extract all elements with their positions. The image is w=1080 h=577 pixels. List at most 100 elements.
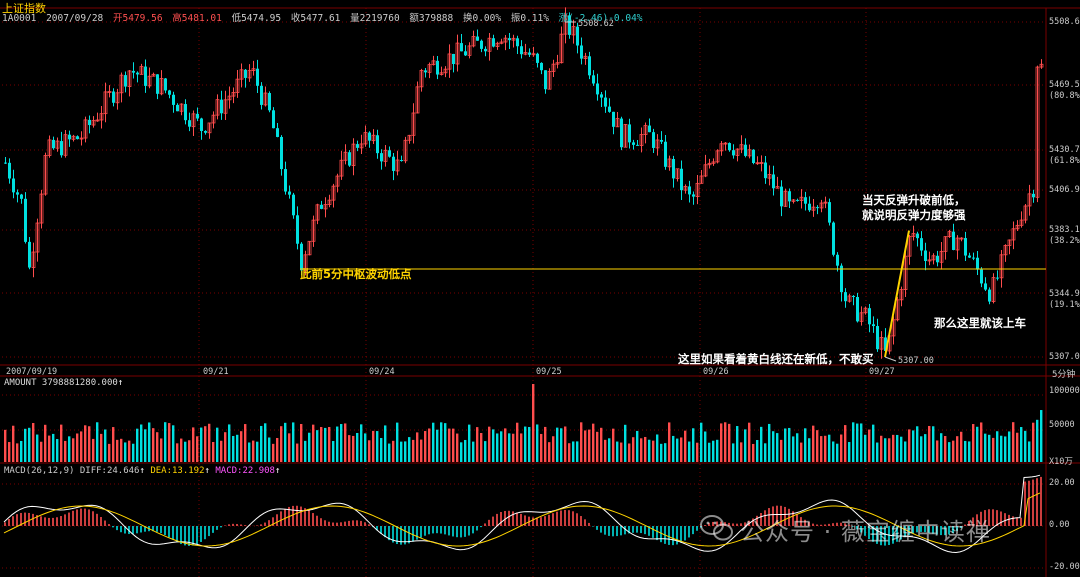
- candle-body: [407, 134, 412, 141]
- amount-bar: [120, 438, 123, 462]
- amount-bar: [1032, 422, 1035, 462]
- amount-bar: [92, 438, 95, 462]
- period-selector[interactable]: 5分钟: [1052, 370, 1076, 380]
- amount-bar: [340, 424, 343, 462]
- amount-bar: [632, 437, 635, 462]
- amount-bar: [28, 427, 31, 462]
- quote-close: 收5477.61: [290, 13, 341, 24]
- amount-bar: [1028, 441, 1031, 462]
- candle-body: [819, 202, 824, 209]
- amount-bar: [492, 429, 495, 462]
- amount-bar: [484, 441, 487, 462]
- amount-bar: [388, 443, 391, 462]
- candle-body: [196, 113, 199, 119]
- candle-body: [35, 222, 40, 253]
- amount-bar: [156, 432, 159, 462]
- candle-body: [55, 140, 60, 149]
- amount-bar: [476, 427, 479, 462]
- candle-body: [847, 295, 852, 302]
- amount-bar: [644, 436, 647, 462]
- amount-bar: [968, 441, 971, 462]
- amount-bar: [332, 441, 335, 462]
- candle-body: [767, 174, 772, 179]
- candle-body: [592, 75, 595, 84]
- candle-body: [911, 233, 916, 237]
- amount-bar: [256, 441, 259, 462]
- amount-bar: [664, 443, 667, 462]
- amount-bar: [936, 440, 939, 462]
- candle-body: [303, 254, 308, 271]
- candle-body: [107, 91, 112, 93]
- candle-body: [52, 139, 55, 149]
- dea-line: [3, 492, 1041, 547]
- candle-body: [136, 72, 139, 75]
- amount-bar: [136, 428, 139, 462]
- amount-bar: [508, 433, 511, 462]
- candle-body: [28, 241, 31, 268]
- candle-body: [924, 250, 927, 261]
- candle-body: [292, 194, 295, 216]
- candle-body: [811, 206, 816, 211]
- amount-tick: 100000: [1049, 386, 1080, 396]
- candle-body: [99, 113, 104, 121]
- candle-body: [480, 40, 483, 49]
- candle-body: [455, 42, 460, 65]
- quote-amount: 额379888: [409, 13, 454, 24]
- candle-body: [999, 254, 1004, 279]
- amount-bar: [328, 426, 331, 462]
- price-tick: 5307.0: [1049, 352, 1080, 362]
- candle-body: [244, 69, 247, 78]
- candle-body: [816, 207, 819, 209]
- amount-bar: [356, 432, 359, 462]
- amount-bar: [568, 443, 571, 462]
- amount-bar: [892, 434, 895, 462]
- candle-body: [568, 15, 571, 35]
- candle-body: [88, 119, 91, 126]
- amount-bar: [1036, 419, 1039, 462]
- amount-bar: [828, 434, 831, 462]
- candle-body: [124, 75, 127, 87]
- quote-change: 涨(-2.46)-0.04%: [558, 13, 643, 24]
- candle-body: [984, 283, 987, 290]
- amount-bar: [688, 441, 691, 462]
- amount-bar: [500, 431, 503, 462]
- candle-body: [191, 113, 196, 128]
- amount-bar: [528, 427, 531, 462]
- amount-bar: [864, 434, 867, 462]
- amount-bar: [984, 433, 987, 462]
- amount-bar: [212, 441, 215, 462]
- candle-body: [115, 92, 120, 104]
- candle-body: [296, 215, 299, 244]
- price-tick: 5469.5: [1049, 80, 1080, 90]
- amount-bar: [760, 426, 763, 462]
- amount-bar: [816, 430, 819, 462]
- amount-bar: [648, 439, 651, 462]
- candle-body: [695, 182, 700, 198]
- amount-bar: [292, 422, 295, 462]
- amount-bar: [804, 428, 807, 462]
- candle-body: [1035, 66, 1040, 198]
- candle-body: [83, 119, 88, 139]
- candle-body: [79, 137, 84, 140]
- amount-bar: [1024, 430, 1027, 462]
- candle-body: [588, 56, 591, 76]
- amount-bar: [284, 422, 287, 462]
- amount-bar: [172, 425, 175, 462]
- candle-body: [643, 125, 648, 135]
- candle-body: [388, 150, 391, 157]
- quote-open: 开5479.56: [113, 13, 163, 24]
- amount-bar: [612, 428, 615, 462]
- candle-body: [307, 240, 312, 256]
- amount-bar: [952, 440, 955, 462]
- candle-body: [235, 78, 240, 93]
- amount-bar: [860, 423, 863, 462]
- amount-bar: [972, 424, 975, 462]
- amount-bar: [628, 443, 631, 462]
- amount-bar: [452, 428, 455, 462]
- amount-bar: [80, 431, 83, 462]
- amount-bar: [596, 431, 599, 462]
- candle-body: [615, 118, 620, 128]
- amount-bar: [436, 429, 439, 462]
- candle-body: [788, 191, 791, 202]
